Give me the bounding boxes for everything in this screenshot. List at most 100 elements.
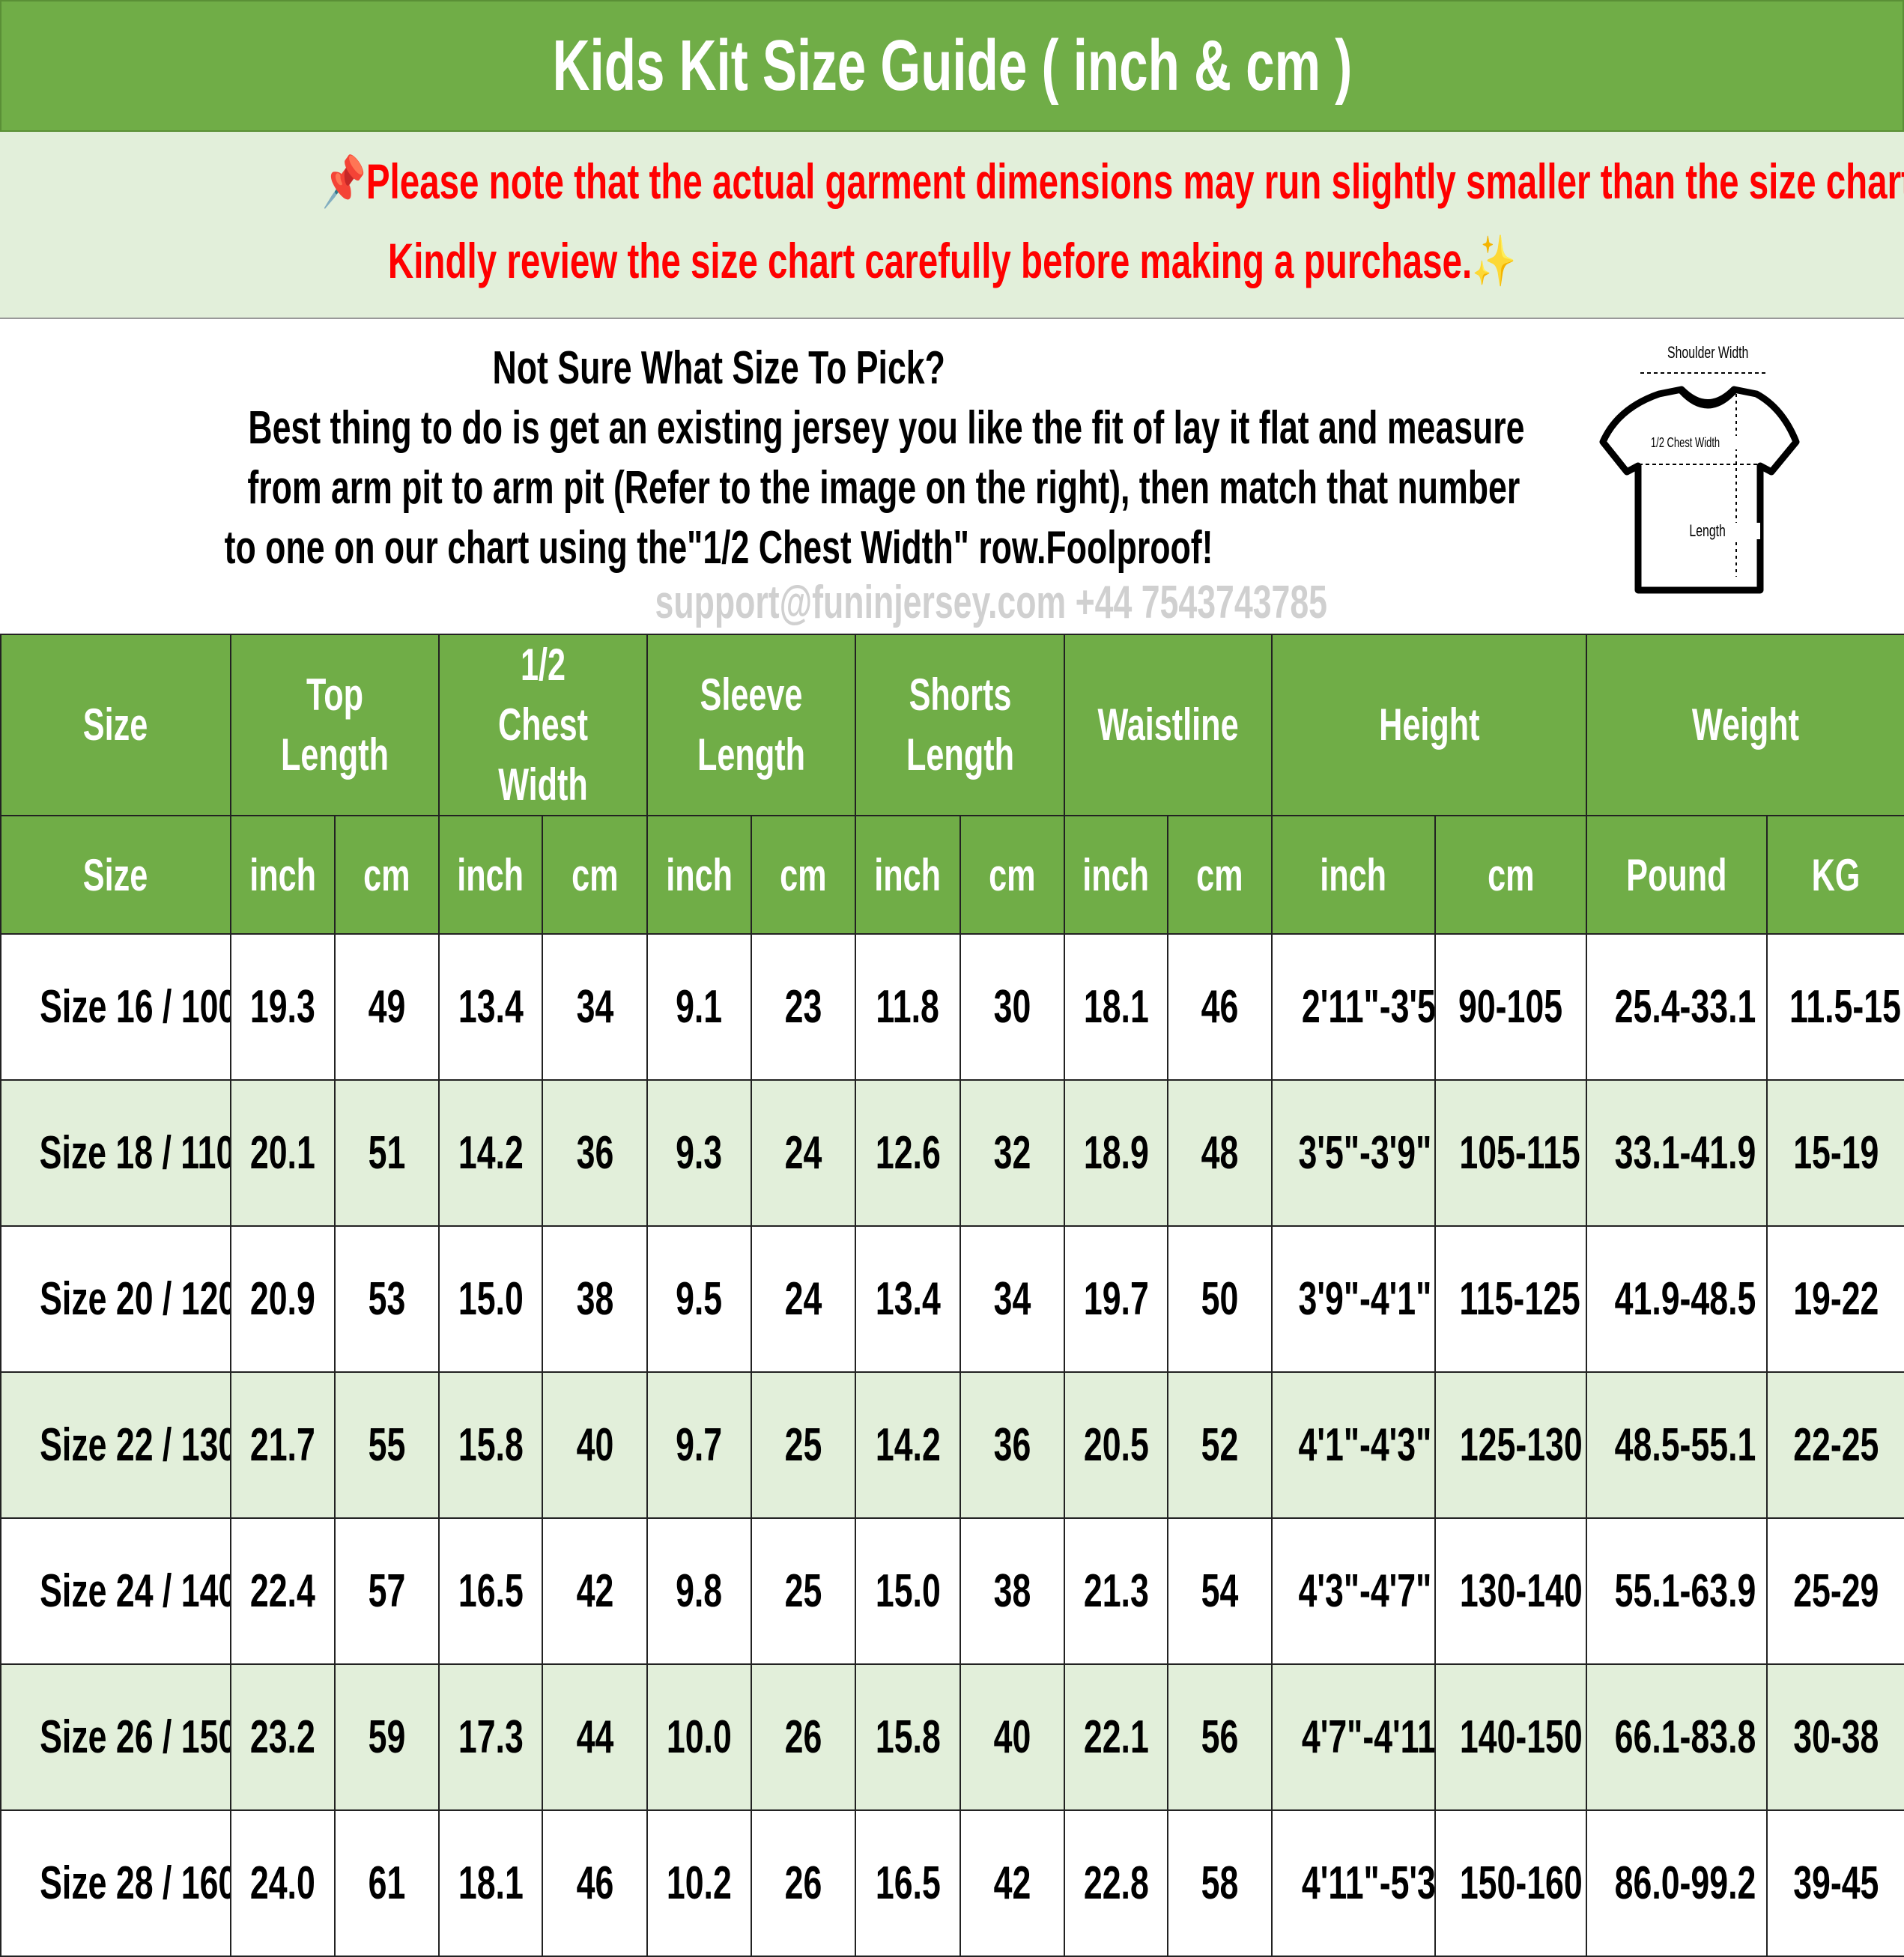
value-cell: 34 [542,933,648,1081]
value-cell: 26 [751,1809,856,1957]
value-cell: 4'3"-4'7" [1271,1517,1436,1665]
value-cell: 12.6 [855,1079,961,1227]
value-cell: 3'5"-3'9" [1271,1079,1436,1227]
unit-header: inch [855,815,961,935]
value-cell: 40 [542,1371,648,1519]
value-cell: 40 [959,1663,1065,1811]
value-cell: 22.8 [1064,1809,1168,1957]
value-cell: 61 [334,1809,440,1957]
value-cell: 30-38 [1766,1663,1904,1811]
unit-header: cm [1167,815,1273,935]
value-cell: 57 [334,1517,440,1665]
value-cell: 38 [959,1517,1065,1665]
value-cell: 38 [542,1225,648,1373]
value-cell: 53 [334,1225,440,1373]
fit-instructions: Not Sure What Size To Pick? Best thing t… [0,319,1904,634]
table-row: Size 28 / 160 24.0 61 18.1 46 10.2 26 16.5 42 22.… [0,1809,1904,1957]
value-cell: 48.5-55.1 [1586,1371,1768,1519]
value-cell: 13.4 [855,1225,961,1373]
value-cell: 9.7 [646,1371,752,1519]
value-cell: 48 [1167,1079,1273,1227]
sparkles-icon: ✨ [1472,233,1517,288]
value-cell: 55.1-63.9 [1586,1517,1768,1665]
info-line-1: Best thing to do is get an existing jers… [248,402,1525,454]
value-cell: 25 [751,1371,856,1519]
value-cell: 18.1 [438,1809,543,1957]
table-row: Size 16 / 100 19.3 49 13.4 34 9.1 23 11.8 30 18.1… [0,933,1904,1081]
table-row: Size 26 / 150 23.2 59 17.3 44 10.0 26 15.8 40 22.… [0,1663,1904,1811]
value-cell: 11.8 [855,933,961,1081]
value-cell: 34 [959,1225,1065,1373]
unit-header: Size [0,815,231,935]
notice-line-1: 📌Please note that the actual garment dim… [0,153,1904,211]
value-cell: 20.1 [230,1079,336,1227]
table-row: Size 20 / 120 20.9 53 15.0 38 9.5 24 13.4 34 19.7… [0,1225,1904,1373]
value-cell: 20.5 [1064,1371,1168,1519]
value-cell: 130-140 [1434,1517,1587,1665]
unit-header: cm [959,815,1065,935]
unit-header: cm [1434,815,1587,935]
size-cell: Size 24 / 140 [0,1517,231,1665]
value-cell: 15.8 [438,1371,543,1519]
tshirt-drawing [1599,372,1800,594]
value-cell: 4'1"-4'3" [1271,1371,1436,1519]
unit-header: cm [751,815,856,935]
value-cell: 4'11"-5'3" [1271,1809,1436,1957]
value-cell: 125-130 [1434,1371,1587,1519]
value-cell: 36 [959,1371,1065,1519]
tshirt-outline [1599,386,1800,594]
value-cell: 36 [542,1079,648,1227]
value-cell: 42 [959,1809,1065,1957]
title-text: Kids Kit Size Guide ( inch & cm ) [552,25,1352,106]
group-header: Height [1271,634,1587,816]
value-cell: 49 [334,933,440,1081]
value-cell: 14.2 [855,1371,961,1519]
value-cell: 51 [334,1079,440,1227]
length-label: Length [1689,521,1726,540]
notice-banner: 📌Please note that the actual garment dim… [0,132,1904,319]
value-cell: 16.5 [855,1809,961,1957]
unit-header: cm [542,815,648,935]
value-cell: 39-45 [1766,1809,1904,1957]
tshirt-diagram: Shoulder Width 1/2 Chest Width Length [1595,345,1820,599]
size-cell: Size 26 / 150 [0,1663,231,1811]
pushpin-icon: 📌 [321,154,366,209]
value-cell: 46 [542,1809,648,1957]
value-cell: 115-125 [1434,1225,1587,1373]
unit-header: inch [1271,815,1436,935]
info-line-3: to one on our chart using the"1/2 Chest … [225,522,1213,574]
unit-header: Pound [1586,815,1768,935]
group-header: Size [0,634,231,816]
value-cell: 30 [959,933,1065,1081]
tshirt-collar [1679,388,1737,409]
page-title: Kids Kit Size Guide ( inch & cm ) [0,0,1904,132]
value-cell: 9.3 [646,1079,752,1227]
value-cell: 16.5 [438,1517,543,1665]
value-cell: 25 [751,1517,856,1665]
size-table: Size Top Length 1/2 Chest Width Sleeve Leng… [0,634,1904,1957]
unit-header: inch [1064,815,1168,935]
table-row: Size 18 / 110 20.1 51 14.2 36 9.3 24 12.6 32 18.9… [0,1079,1904,1227]
value-cell: 18.1 [1064,933,1168,1081]
value-cell: 22.4 [230,1517,336,1665]
value-cell: 23 [751,933,856,1081]
value-cell: 150-160 [1434,1809,1587,1957]
header-unit-row: Size inch cm inch cm inch cm inch cm inch cm inch cm… [0,815,1904,935]
value-cell: 24.0 [230,1809,336,1957]
value-cell: 14.2 [438,1079,543,1227]
size-cell: Size 18 / 110 [0,1079,231,1227]
value-cell: 42 [542,1517,648,1665]
notice-line-2: Kindly review the size chart carefully b… [0,232,1904,291]
chest-label: 1/2 Chest Width [1650,435,1720,450]
value-cell: 90-105 [1434,933,1587,1081]
value-cell: 15.0 [438,1225,543,1373]
value-cell: 41.9-48.5 [1586,1225,1768,1373]
value-cell: 54 [1167,1517,1273,1665]
unit-header: KG [1766,815,1904,935]
group-header: Weight [1586,634,1904,816]
value-cell: 19.7 [1064,1225,1168,1373]
value-cell: 22.1 [1064,1663,1168,1811]
table-row: Size 24 / 140 22.4 57 16.5 42 9.8 25 15.0 38 21.3… [0,1517,1904,1665]
value-cell: 50 [1167,1225,1273,1373]
value-cell: 10.2 [646,1809,752,1957]
